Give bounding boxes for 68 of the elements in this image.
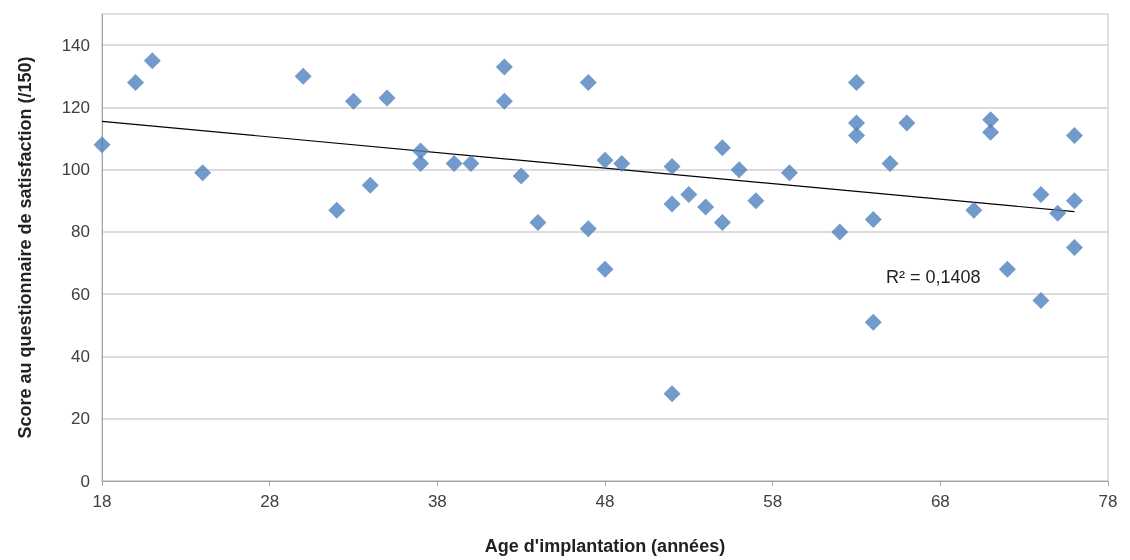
point — [328, 201, 346, 219]
point — [663, 195, 681, 213]
point — [529, 214, 547, 232]
point — [1032, 186, 1050, 204]
point — [713, 214, 731, 232]
point — [982, 123, 1000, 141]
point — [495, 92, 513, 110]
point — [579, 220, 597, 238]
point — [831, 223, 849, 241]
point — [663, 158, 681, 176]
x-axis-title: Age d'implantation (années) — [484, 536, 726, 556]
point — [848, 73, 865, 91]
y-tick-label: 80 — [71, 222, 90, 242]
y-tick-label: 100 — [61, 160, 90, 180]
point — [93, 136, 111, 154]
point — [864, 210, 882, 228]
y-tick-label: 120 — [61, 97, 90, 117]
point — [1065, 126, 1083, 144]
point — [998, 260, 1016, 278]
x-tick-label: 28 — [260, 492, 280, 511]
point — [680, 186, 698, 204]
x-tick-label: 58 — [763, 492, 783, 511]
point — [730, 161, 748, 179]
point — [445, 154, 463, 172]
point — [378, 89, 396, 107]
point — [1049, 204, 1067, 222]
y-axis-title: Score au questionnaire de satisfaction (/150) — [15, 56, 35, 439]
point — [194, 164, 212, 182]
y-tick-label: 140 — [61, 35, 90, 55]
point — [345, 92, 362, 110]
x-tick-label: 78 — [1098, 492, 1118, 511]
point — [881, 154, 899, 172]
point — [747, 192, 765, 210]
point — [848, 114, 865, 132]
point — [663, 385, 681, 403]
point — [579, 73, 597, 91]
point — [495, 58, 513, 76]
y-tick-label: 40 — [71, 346, 90, 366]
point — [613, 154, 631, 172]
x-tick-label: 68 — [930, 492, 950, 511]
point — [780, 164, 798, 182]
y-tick-label: 0 — [80, 471, 90, 491]
point — [412, 142, 430, 160]
x-tick-label: 18 — [92, 492, 112, 511]
point — [898, 114, 916, 132]
point — [848, 126, 865, 144]
point — [1032, 291, 1050, 309]
point — [294, 67, 312, 85]
x-tick-label: 38 — [427, 492, 447, 511]
x-tick-label: 48 — [595, 492, 615, 511]
annotation: R² = 0,1408 — [886, 267, 981, 287]
point — [596, 151, 614, 169]
y-tick-label: 60 — [71, 284, 90, 304]
point — [512, 167, 530, 185]
point — [864, 313, 882, 331]
point — [462, 154, 480, 172]
point — [965, 201, 983, 219]
point — [697, 198, 715, 216]
point — [982, 111, 1000, 129]
y-tick-label: 20 — [71, 409, 90, 429]
point — [596, 260, 614, 278]
point — [1065, 192, 1083, 210]
point — [127, 73, 145, 91]
point — [713, 139, 731, 157]
point — [412, 154, 430, 172]
point — [361, 176, 379, 194]
point — [1065, 239, 1083, 256]
point — [143, 52, 161, 70]
